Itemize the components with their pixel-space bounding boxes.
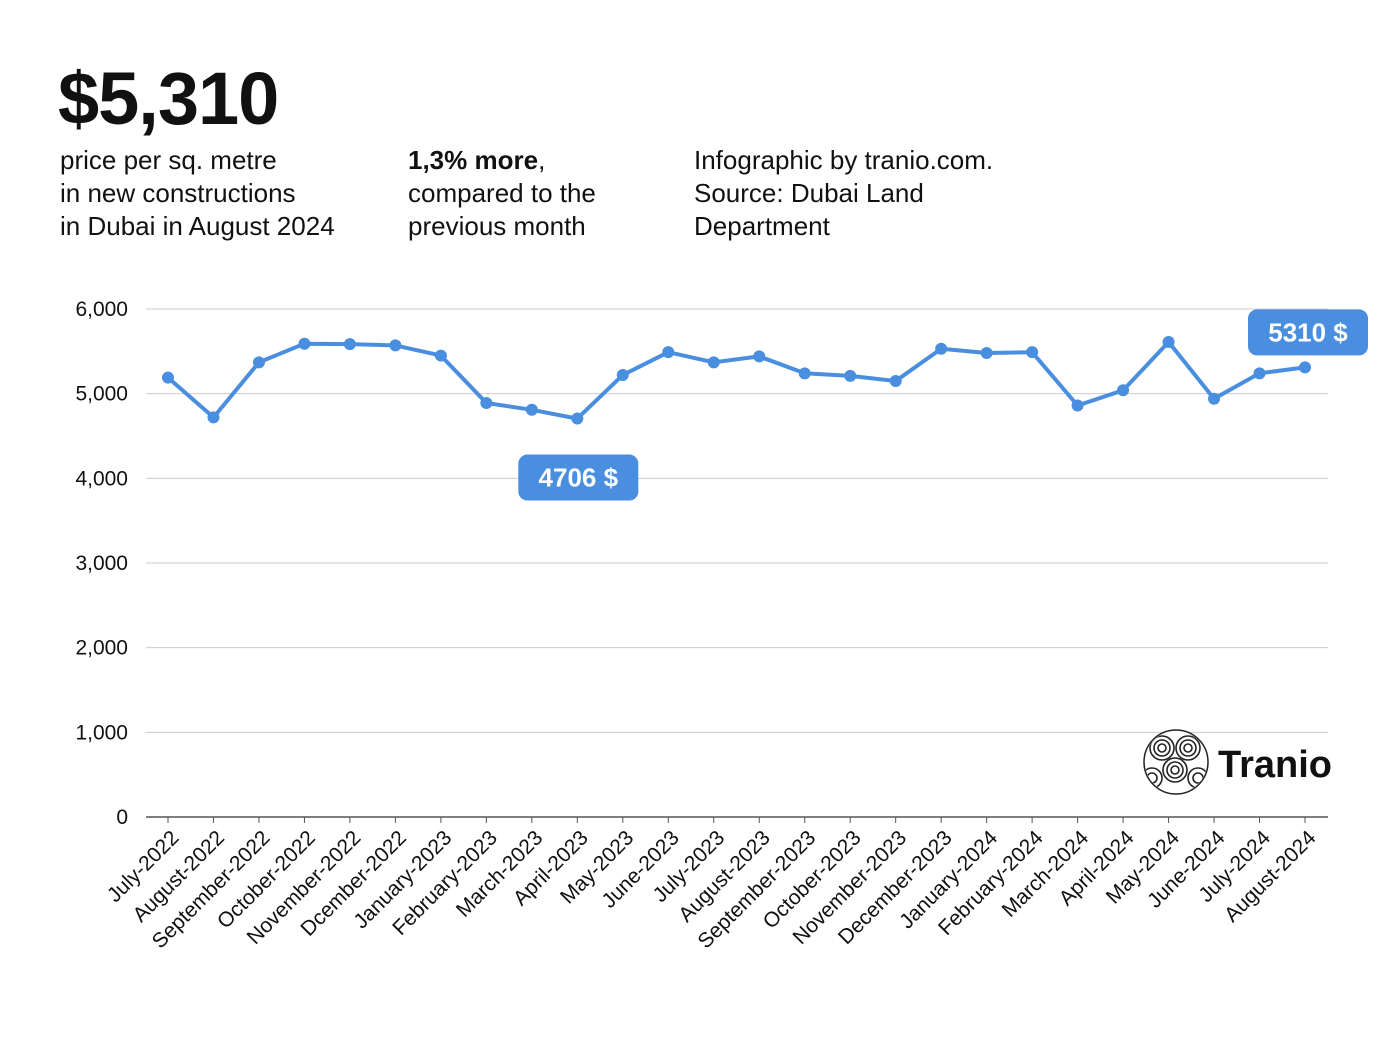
data-point (1071, 399, 1084, 412)
data-point (389, 339, 402, 352)
source-block: Infographic by tranio.com. Source: Dubai… (694, 144, 993, 243)
change-block: 1,3% more, compared to the previous mont… (408, 144, 596, 243)
change-line: previous month (408, 211, 586, 241)
y-tick-label: 1,000 (75, 721, 128, 744)
value-callout: 4706 $ (518, 454, 639, 501)
description-line: in new constructions (60, 178, 296, 208)
data-point (662, 346, 675, 359)
change-line: compared to the (408, 178, 596, 208)
data-point (525, 403, 538, 416)
data-point (298, 337, 311, 350)
data-point (207, 411, 220, 424)
y-tick-label: 4,000 (75, 467, 128, 490)
description-block: price per sq. metre in new constructions… (60, 144, 335, 243)
data-point (844, 369, 857, 382)
series-line (166, 340, 1307, 421)
data-point (707, 356, 720, 369)
callout-label: 4706 $ (539, 463, 619, 493)
description-line: price per sq. metre (60, 145, 277, 175)
change-comma: , (538, 145, 546, 175)
data-point (1117, 384, 1130, 397)
change-percent: 1,3% more (408, 145, 539, 175)
data-point (162, 371, 174, 384)
data-point (889, 374, 902, 387)
data-point (434, 349, 447, 362)
data-point (1208, 392, 1221, 405)
data-point (252, 356, 265, 369)
y-tick-label: 0 (116, 806, 128, 829)
data-point (753, 350, 766, 363)
data-point (1253, 367, 1266, 380)
y-tick-label: 5,000 (75, 383, 128, 406)
data-point (1162, 336, 1175, 349)
logo-wordmark: Tranio (1218, 744, 1332, 786)
source-line: Infographic by tranio.com. (694, 145, 994, 175)
y-axis-ticks: 0 1,000 2,000 3,000 4,000 5,000 6,000 (75, 298, 128, 829)
change-line-first: 1,3% more, (408, 144, 596, 177)
y-tick-label: 2,000 (75, 637, 128, 660)
grid-lines (146, 308, 1328, 818)
source-line: Department (694, 211, 830, 241)
data-point (1299, 361, 1311, 374)
data-point (1026, 346, 1039, 359)
callout-box (1248, 309, 1368, 356)
callout-box (518, 454, 639, 501)
callouts: 4706 $ 5310 $ (518, 309, 1368, 501)
source-line: Source: Dubai Land (694, 178, 924, 208)
y-tick-label: 3,000 (75, 552, 128, 575)
data-point (980, 347, 993, 360)
data-point (480, 396, 493, 409)
data-point (343, 338, 356, 351)
value-callout: 5310 $ (1248, 309, 1368, 356)
swirl-globe-icon (1143, 729, 1209, 795)
data-point (935, 342, 948, 355)
tranio-logo: Tranio (1143, 729, 1332, 795)
x-axis-ticks: July-2022August-2022September-2022Octobe… (103, 817, 1321, 953)
y-tick-label: 6,000 (75, 298, 128, 321)
headline-price: $5,310 (58, 57, 279, 140)
description-line: in Dubai in August 2024 (60, 211, 335, 241)
series-price (162, 336, 1311, 425)
data-point (571, 412, 584, 425)
data-point (616, 369, 629, 382)
data-point (798, 367, 811, 380)
callout-label: 5310 $ (1268, 317, 1348, 347)
